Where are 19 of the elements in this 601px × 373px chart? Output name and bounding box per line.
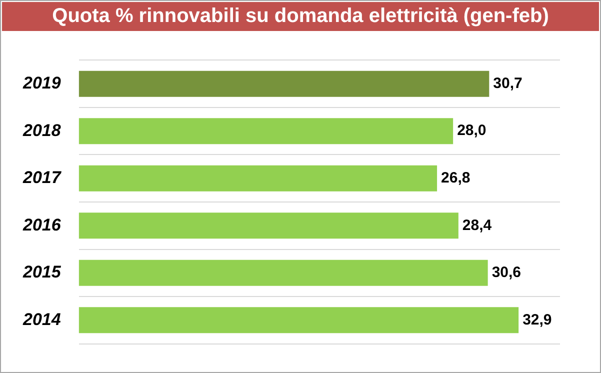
y-tick-label: 2015 — [22, 262, 62, 282]
data-label: 30,6 — [492, 264, 522, 282]
bar — [78, 307, 519, 334]
y-tick-label: 2016 — [22, 215, 62, 234]
data-label: 30,7 — [493, 74, 522, 92]
bar — [78, 118, 454, 144]
bar — [78, 260, 488, 286]
bar — [78, 70, 490, 97]
data-label: 28,0 — [457, 122, 486, 140]
y-tick-label: 2019 — [22, 74, 62, 93]
data-label: 26,8 — [441, 170, 470, 187]
y-tick-label: 2017 — [22, 168, 62, 188]
y-tick-label: 2018 — [22, 120, 62, 140]
chart-title: Quota % rinnovabili su domanda elettricità (gen-feb) — [2, 2, 599, 31]
bar — [78, 212, 458, 239]
y-tick-label: 2014 — [22, 310, 62, 329]
bar — [78, 165, 438, 192]
data-label: 28,4 — [462, 216, 492, 234]
data-label: 32,9 — [522, 311, 552, 328]
